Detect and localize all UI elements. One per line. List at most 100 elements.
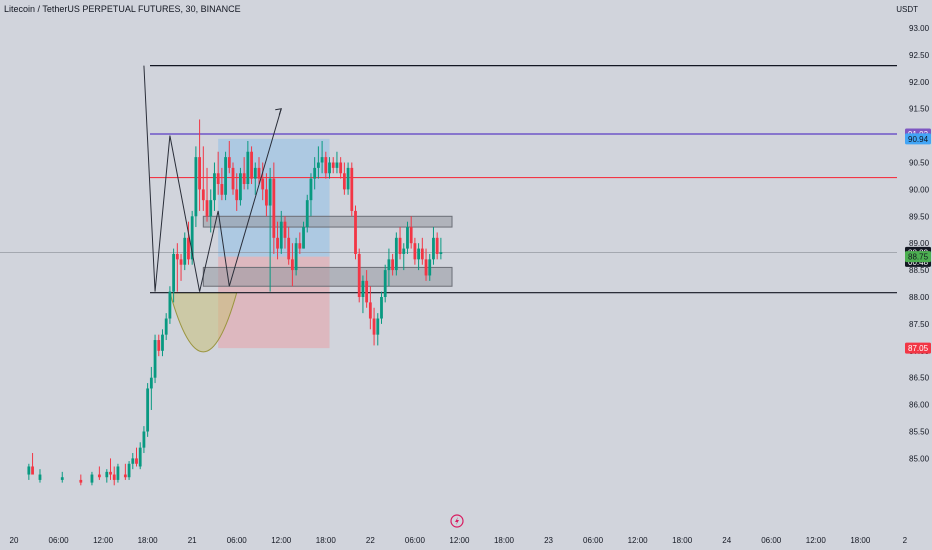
candle-body: [287, 237, 291, 260]
candle-body: [380, 297, 383, 319]
zone-rectangle-1[interactable]: [202, 215, 453, 228]
candle-body: [279, 221, 283, 249]
candle-body: [265, 189, 268, 206]
candle-body: [60, 477, 64, 480]
candle-body: [250, 151, 253, 179]
cup-pattern-shape[interactable]: [169, 292, 238, 353]
candle-body: [328, 162, 331, 174]
event-bolt-icon[interactable]: [450, 514, 464, 528]
candle-body: [424, 259, 428, 276]
candle-body: [283, 221, 287, 238]
candle-body: [346, 167, 350, 190]
candle-body: [79, 479, 83, 483]
x-axis-tick: 06:00: [227, 536, 248, 545]
x-axis-tick: 22: [366, 536, 375, 545]
x-axis-tick: 18:00: [494, 536, 515, 545]
candle-body: [198, 157, 201, 190]
x-axis-tick: 12:00: [449, 536, 470, 545]
candle-body: [391, 259, 395, 271]
candle-body: [253, 167, 257, 179]
candle-body: [257, 167, 261, 179]
candle-body: [365, 280, 369, 303]
candle-body: [242, 173, 246, 185]
currency-label: USDT: [896, 5, 918, 14]
x-axis-tick: 06:00: [49, 536, 70, 545]
price-label-text: 87.05: [908, 344, 929, 353]
x-axis-tick: 20: [10, 536, 19, 545]
candle-body: [201, 189, 205, 201]
x-axis-tick: 18:00: [672, 536, 693, 545]
candle-body: [142, 431, 146, 448]
candle-body: [97, 474, 101, 478]
candle-body: [161, 334, 164, 351]
candle-body: [153, 340, 157, 378]
candle-body: [38, 474, 42, 480]
candle-body: [428, 259, 432, 276]
candle-body: [109, 471, 112, 475]
candle-body: [168, 291, 172, 319]
x-axis-tick: 18:00: [850, 536, 871, 545]
candle-body: [376, 318, 380, 335]
candle-body: [291, 259, 294, 271]
candle-body: [27, 466, 31, 475]
candle-body: [350, 167, 354, 211]
candle-body: [220, 184, 224, 195]
candle-body: [320, 157, 324, 163]
candle-body: [406, 227, 409, 249]
candle-body: [246, 151, 250, 185]
candle-body: [172, 253, 176, 292]
x-axis-tick: 21: [188, 536, 197, 545]
x-axis-tick: 12:00: [271, 536, 292, 545]
candle-body: [213, 173, 216, 201]
y-axis-tick: 88.50: [909, 266, 930, 275]
candle-body: [276, 237, 279, 249]
candle-body: [357, 253, 361, 297]
x-axis-tick: 06:00: [761, 536, 782, 545]
y-axis-tick: 88.00: [909, 293, 930, 302]
candle-body: [146, 388, 150, 432]
candle-body: [216, 173, 220, 185]
candle-body: [361, 280, 365, 297]
candle-body: [402, 248, 406, 254]
y-axis-tick: 92.00: [909, 78, 930, 87]
countdown-text: 00:48: [908, 258, 929, 267]
candle-body: [175, 253, 179, 260]
y-axis-tick: 85.50: [909, 428, 930, 437]
zone-rectangle-2[interactable]: [202, 266, 453, 287]
candle-body: [123, 474, 127, 478]
candle-body: [261, 178, 265, 190]
candle-body: [339, 162, 343, 174]
candle-body: [394, 237, 398, 271]
candle-body: [135, 458, 138, 464]
y-axis-tick: 93.00: [909, 24, 930, 33]
x-axis-tick: 2: [903, 536, 908, 545]
candle-body: [335, 162, 339, 168]
candle-body: [387, 259, 391, 271]
y-axis-tick: 90.50: [909, 159, 930, 168]
candle-body: [383, 270, 387, 297]
y-axis-tick: 86.50: [909, 374, 930, 383]
x-axis-tick: 12:00: [806, 536, 827, 545]
candle-body: [294, 243, 298, 271]
price-label-text: 90.94: [908, 135, 929, 144]
candle-body: [342, 173, 346, 190]
y-axis-tick: 92.50: [909, 51, 930, 60]
candle-body: [268, 178, 272, 206]
candle-body: [149, 377, 153, 389]
candle-body: [227, 157, 231, 168]
candle-body: [439, 252, 443, 254]
x-axis-tick: 18:00: [138, 536, 159, 545]
candle-body: [409, 227, 413, 244]
candle-body: [316, 162, 320, 168]
candle-body: [231, 167, 235, 190]
pattern-path[interactable]: [143, 65, 282, 292]
candle-body: [31, 466, 34, 475]
y-axis-tick: 87.50: [909, 320, 930, 329]
y-axis-tick: 89.00: [909, 239, 930, 248]
candle-body: [179, 259, 183, 265]
candle-body: [183, 237, 187, 265]
candle-body: [302, 227, 305, 249]
candle-body: [194, 157, 198, 217]
chart-title: Litecoin / TetherUS PERPETUAL FUTURES, 3…: [4, 4, 241, 14]
